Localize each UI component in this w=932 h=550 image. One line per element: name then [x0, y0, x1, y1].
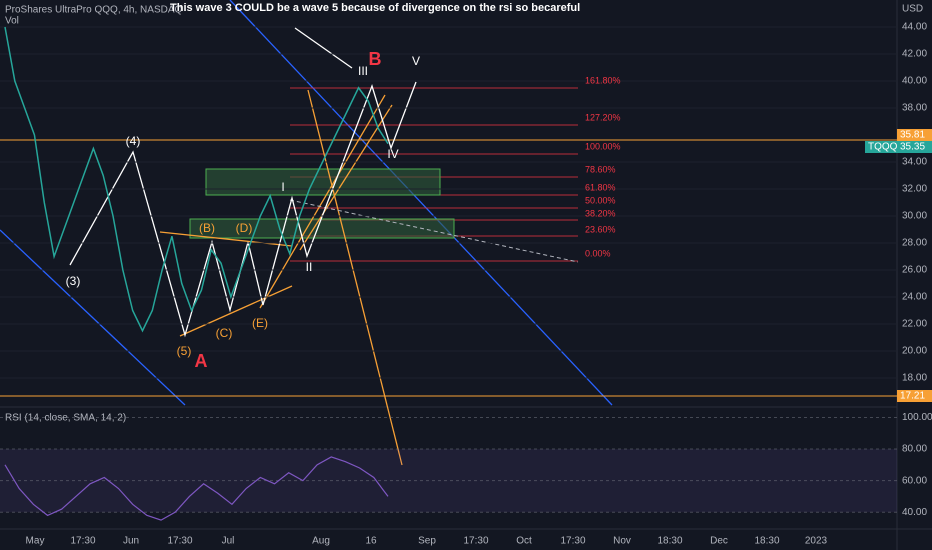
last-price: 35.35: [900, 142, 925, 153]
x-tick-label: 17:30: [463, 536, 488, 547]
wave-label: III: [358, 64, 368, 78]
x-tick-label: 16: [365, 536, 377, 547]
wave-label: (D): [236, 221, 253, 235]
x-tick-label: 2023: [805, 536, 828, 547]
x-tick-label: Dec: [710, 536, 728, 547]
fib-label: 127.20%: [585, 112, 621, 122]
y-tick-label: 40.00: [902, 76, 927, 87]
y-tick-label: 42.00: [902, 49, 927, 60]
x-tick-label: 17:30: [70, 536, 95, 547]
volume-label: Vol: [5, 16, 19, 27]
rsi-tick-label: 40.00: [902, 507, 927, 518]
fib-label: 61.80%: [585, 182, 616, 192]
y-tick-label: 28.00: [902, 238, 927, 249]
dashed-line: [289, 199, 579, 263]
x-tick-label: May: [26, 536, 45, 547]
y-tick-label: 30.00: [902, 211, 927, 222]
fib-label: 78.60%: [585, 164, 616, 174]
symbol: ProShares UltraPro QQQ, 4h, NASDAQ: [5, 5, 183, 16]
wave-label: IV: [387, 147, 398, 161]
x-tick-label: Jul: [222, 536, 235, 547]
rsi-tick-label: 100.00: [902, 412, 932, 423]
y-tick-label: 38.00: [902, 103, 927, 114]
price-tag: [897, 390, 932, 402]
fib-label: 161.80%: [585, 75, 621, 85]
x-tick-label: Aug: [312, 536, 330, 547]
wave-path: [69, 81, 417, 338]
zone: [205, 168, 441, 196]
symbol-tag: TQQQ: [868, 142, 898, 153]
x-tick-label: Jun: [123, 536, 139, 547]
wave-label: B: [369, 49, 382, 69]
y-tick-label: 20.00: [902, 346, 927, 357]
x-tick-label: 18:30: [657, 536, 682, 547]
wave-label: II: [306, 260, 313, 274]
x-tick-label: Nov: [613, 536, 631, 547]
wave-label: (5): [177, 344, 192, 358]
y-tick-label: 24.00: [902, 292, 927, 303]
price-tag-text: 35.81: [900, 130, 925, 141]
rsi-line: [4, 456, 389, 521]
fib-label: 23.60%: [585, 224, 616, 234]
price-tag-text: 17.21: [900, 391, 925, 402]
y-tick-label: 22.00: [902, 319, 927, 330]
y-tick-label: 34.00: [902, 157, 927, 168]
currency: USD: [902, 4, 923, 15]
price-tag: [897, 129, 932, 141]
wave-label: I: [281, 180, 284, 194]
fib-label: 50.00%: [585, 195, 616, 205]
fib-label: 38.20%: [585, 208, 616, 218]
wave-label: V: [412, 54, 420, 68]
price-line: [4, 26, 389, 333]
channel: [159, 89, 403, 466]
note: This wave 3 COULD be a wave 5 because of…: [170, 2, 580, 14]
fib-label: 100.00%: [585, 141, 621, 151]
rsi-band: [0, 449, 897, 513]
x-tick-label: 17:30: [167, 536, 192, 547]
wave-label: (3): [66, 274, 81, 288]
zone: [189, 218, 455, 239]
wave-label: A: [195, 351, 208, 371]
rsi-label: RSI (14, close, SMA, 14, 2): [5, 413, 126, 424]
x-tick-label: Sep: [418, 536, 436, 547]
y-tick-label: 44.00: [902, 22, 927, 33]
price-tag: [865, 141, 932, 153]
wave-label: (E): [252, 316, 268, 330]
rsi-tick-label: 60.00: [902, 475, 927, 486]
wave-label: (C): [216, 326, 233, 340]
arrow: [294, 27, 353, 69]
x-tick-label: 18:30: [754, 536, 779, 547]
trend-line: [229, 0, 613, 406]
y-tick-label: 18.00: [902, 373, 927, 384]
trend-line: [0, 229, 186, 406]
y-tick-label: 32.00: [902, 184, 927, 195]
rsi-tick-label: 80.00: [902, 444, 927, 455]
wave-label: (B): [199, 221, 215, 235]
x-tick-label: 17:30: [560, 536, 585, 547]
fib-label: 0.00%: [585, 248, 611, 258]
y-tick-label: 26.00: [902, 265, 927, 276]
x-tick-label: Oct: [516, 536, 532, 547]
wave-label: (4): [126, 134, 141, 148]
